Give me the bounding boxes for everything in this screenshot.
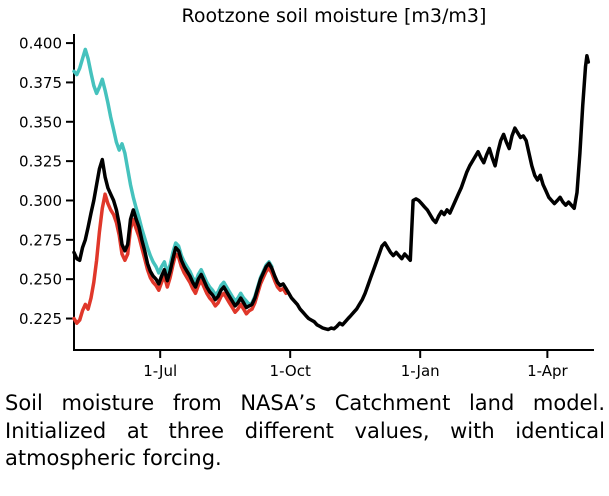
- series-line-black-middle-initialization: [72, 53, 591, 332]
- soil-moisture-chart: Rootzone soil moisture [m3/m3] 0.400 0.37…: [19, 5, 594, 380]
- y-tick-label: 0.350: [19, 113, 62, 131]
- y-tick-label: 0.300: [19, 192, 62, 210]
- x-tick-label: 1-Jan: [401, 362, 440, 380]
- chart-axes: 0.400 0.375 0.350 0.325 0.300 0.275 0.250 0.225…: [19, 34, 594, 380]
- y-tick-label: 0.375: [19, 74, 62, 92]
- y-tick-label: 0.400: [19, 35, 62, 53]
- x-tick-label: 1-Apr: [527, 362, 568, 380]
- x-tick-label: 1-Oct: [270, 362, 311, 380]
- x-tick-label: 1-Jul: [143, 362, 177, 380]
- series-line-red-low-initialization: [72, 192, 288, 325]
- chart-title: Rootzone soil moisture [m3/m3]: [182, 5, 487, 27]
- y-tick-label: 0.275: [19, 231, 62, 249]
- figure-caption: Soil moisture from NASA’s Catchment land…: [5, 391, 605, 471]
- chart-series-lines: [72, 47, 591, 332]
- y-tick-label: 0.325: [19, 153, 62, 171]
- y-tick-label: 0.250: [19, 271, 62, 289]
- y-tick-label: 0.225: [19, 310, 62, 328]
